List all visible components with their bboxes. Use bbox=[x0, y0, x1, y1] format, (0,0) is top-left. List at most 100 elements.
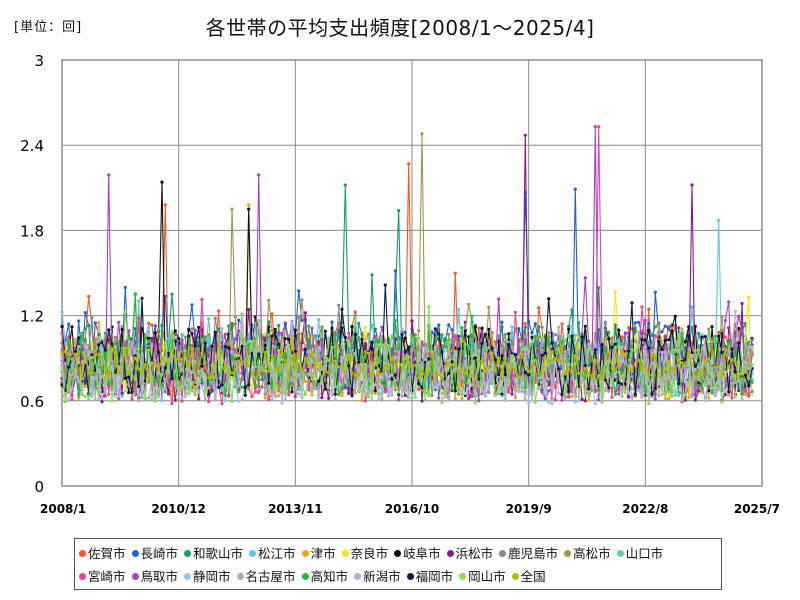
data-point bbox=[697, 372, 701, 376]
data-point bbox=[500, 320, 504, 324]
data-point bbox=[147, 376, 151, 380]
data-point bbox=[503, 357, 507, 361]
data-point bbox=[160, 372, 164, 376]
data-point bbox=[173, 329, 177, 333]
data-point bbox=[517, 339, 521, 343]
data-point bbox=[317, 361, 321, 366]
data-point bbox=[540, 348, 544, 352]
data-point bbox=[530, 398, 534, 403]
y-tick-label: 0 bbox=[34, 478, 44, 496]
data-point bbox=[220, 345, 224, 349]
data-point bbox=[717, 352, 721, 356]
data-point bbox=[273, 327, 277, 331]
data-point bbox=[393, 388, 397, 392]
data-point bbox=[690, 395, 694, 399]
data-point bbox=[133, 347, 137, 351]
data-point bbox=[173, 335, 177, 339]
data-point bbox=[493, 393, 497, 397]
data-point bbox=[567, 389, 571, 393]
data-point bbox=[250, 394, 254, 399]
data-point bbox=[90, 371, 94, 375]
data-point bbox=[393, 355, 397, 359]
data-point bbox=[667, 396, 671, 401]
data-point bbox=[150, 397, 154, 401]
data-point bbox=[227, 346, 231, 350]
data-point bbox=[703, 335, 707, 339]
data-point bbox=[493, 358, 497, 362]
data-point bbox=[560, 336, 564, 340]
data-point bbox=[607, 330, 611, 334]
data-point bbox=[203, 397, 207, 401]
data-point bbox=[80, 393, 84, 397]
data-point bbox=[393, 373, 397, 377]
data-point bbox=[650, 392, 654, 396]
data-point bbox=[590, 350, 594, 354]
data-point bbox=[240, 385, 244, 389]
data-point bbox=[167, 370, 171, 374]
data-point bbox=[683, 365, 687, 369]
data-point bbox=[597, 286, 601, 290]
data-point bbox=[547, 400, 551, 404]
data-point bbox=[673, 314, 677, 318]
legend-item: 鹿児島市 bbox=[499, 542, 558, 565]
data-point bbox=[653, 334, 657, 338]
data-point bbox=[117, 396, 121, 401]
data-point bbox=[63, 400, 67, 404]
data-point bbox=[233, 315, 237, 319]
data-point bbox=[603, 387, 607, 391]
data-point bbox=[90, 393, 94, 397]
data-point bbox=[653, 386, 657, 390]
data-point bbox=[87, 353, 91, 357]
data-point bbox=[417, 376, 421, 380]
data-point bbox=[157, 388, 161, 392]
data-point bbox=[500, 380, 504, 384]
data-point bbox=[740, 377, 744, 381]
data-point bbox=[203, 341, 207, 345]
data-point bbox=[713, 393, 717, 397]
data-point bbox=[323, 356, 327, 360]
data-point bbox=[717, 371, 721, 375]
data-point bbox=[150, 336, 154, 340]
data-point bbox=[170, 330, 174, 334]
data-point bbox=[190, 347, 194, 351]
data-point bbox=[510, 354, 514, 358]
data-point bbox=[553, 398, 557, 402]
data-point bbox=[480, 389, 484, 393]
data-point bbox=[613, 290, 617, 294]
data-point bbox=[167, 336, 171, 340]
data-point bbox=[343, 335, 347, 339]
legend-label: 岐阜市 bbox=[403, 546, 441, 561]
data-point bbox=[333, 385, 337, 389]
data-point bbox=[520, 352, 524, 356]
data-point bbox=[103, 351, 107, 355]
data-point bbox=[110, 399, 114, 403]
data-point bbox=[730, 371, 734, 375]
data-point bbox=[90, 316, 94, 320]
data-point bbox=[300, 298, 304, 302]
data-point bbox=[257, 173, 261, 177]
data-point bbox=[523, 352, 527, 356]
data-point bbox=[697, 389, 701, 393]
data-point bbox=[120, 381, 124, 385]
data-point bbox=[320, 365, 324, 369]
data-point bbox=[597, 398, 601, 402]
data-point bbox=[483, 332, 487, 336]
data-point bbox=[127, 391, 131, 395]
data-point bbox=[320, 326, 324, 330]
data-point bbox=[350, 371, 354, 375]
data-point bbox=[547, 389, 551, 393]
data-point bbox=[607, 359, 611, 363]
data-point bbox=[273, 367, 277, 371]
data-point bbox=[263, 390, 267, 394]
data-point bbox=[107, 381, 111, 386]
data-point bbox=[740, 392, 744, 396]
data-point bbox=[393, 297, 397, 301]
data-point bbox=[143, 363, 147, 367]
data-point bbox=[97, 368, 101, 372]
data-point bbox=[93, 376, 97, 380]
data-point bbox=[293, 328, 297, 332]
data-point bbox=[673, 339, 677, 343]
data-point bbox=[627, 370, 631, 374]
data-point bbox=[63, 342, 67, 346]
data-point bbox=[543, 367, 547, 371]
